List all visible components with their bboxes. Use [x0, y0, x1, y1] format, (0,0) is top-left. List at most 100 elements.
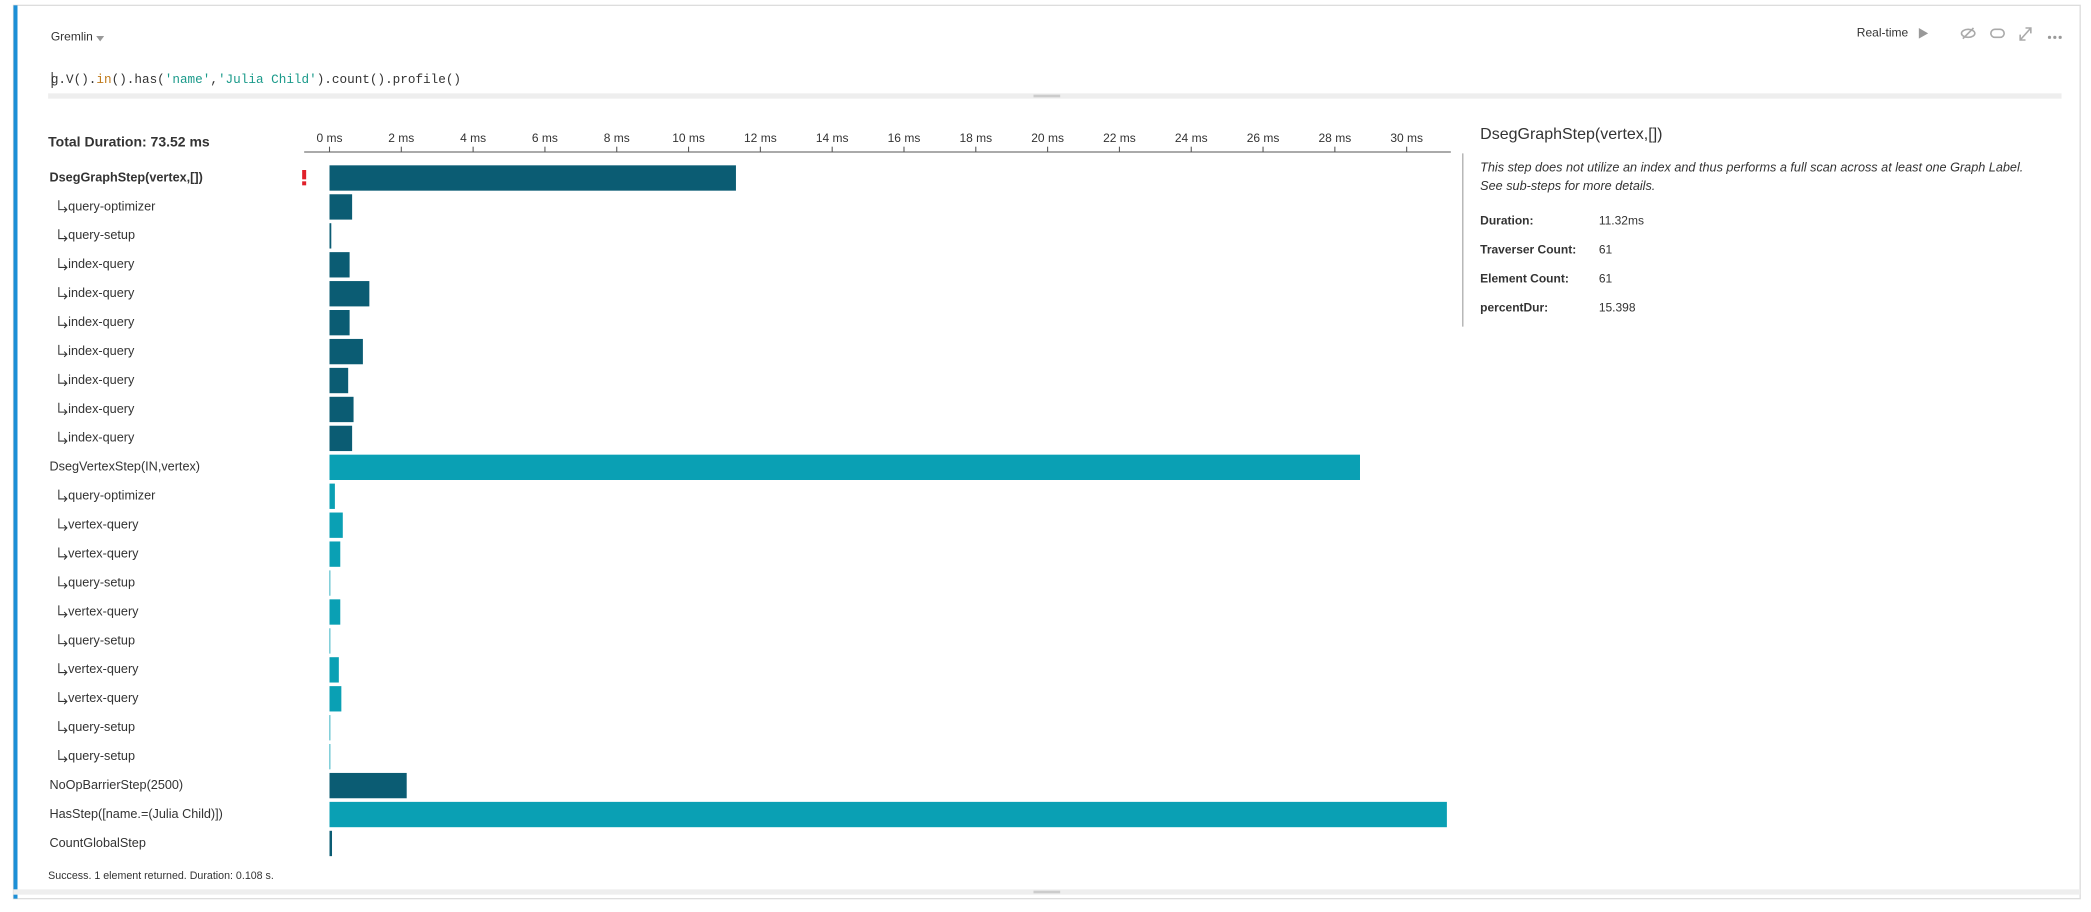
status-message: Success. 1 element returned. Duration: 0…: [48, 870, 274, 882]
field-label: Duration:: [1480, 214, 1533, 228]
step-label: query-optimizer: [68, 199, 155, 213]
child-arrow: [58, 692, 68, 705]
x-tick-label: 4 ms: [460, 131, 486, 145]
x-tick-label: 28 ms: [1319, 131, 1352, 145]
code-token: ,: [210, 72, 218, 87]
child-arrow: [58, 344, 68, 358]
details-description: See sub-steps for more details.: [1480, 179, 1655, 193]
child-arrow: [58, 373, 68, 387]
child-arrow: [58, 489, 68, 502]
realtime-toggle[interactable]: Real-time: [1857, 26, 1909, 40]
duration-bar: [329, 628, 331, 654]
warning-icon: [302, 170, 307, 180]
step-label: query-setup: [68, 749, 135, 763]
language-selector[interactable]: Gremlin: [51, 30, 93, 44]
cell-frame: [12, 4, 2081, 900]
code-token: 'Julia Child': [218, 72, 317, 87]
step-label: CountGlobalStep: [50, 836, 146, 850]
duration-bar: [329, 223, 332, 249]
step-label: index-query: [68, 402, 135, 416]
x-tick-label: 24 ms: [1175, 131, 1208, 145]
step-label: NoOpBarrierStep(2500): [50, 778, 184, 792]
toggle-icon[interactable]: [1990, 28, 2005, 39]
field-label: percentDur:: [1480, 300, 1548, 314]
x-tick-label: 20 ms: [1031, 131, 1064, 145]
x-tick-label: 12 ms: [744, 131, 777, 145]
child-arrow: [58, 547, 68, 560]
duration-bar: [329, 570, 331, 596]
duration-bar: [329, 715, 331, 741]
step-label: DsegGraphStep(vertex,[]): [50, 170, 203, 184]
step-label: query-setup: [68, 720, 135, 734]
step-label: vertex-query: [68, 691, 139, 705]
run-icon[interactable]: [1918, 28, 1929, 39]
expand-icon[interactable]: [2019, 27, 2032, 41]
step-label: query-optimizer: [68, 489, 155, 503]
x-tick-label: 16 ms: [888, 131, 921, 145]
step-label: vertex-query: [68, 604, 139, 618]
child-arrow: [58, 750, 68, 763]
child-arrow: [58, 605, 68, 618]
duration-bar: [329, 165, 736, 191]
child-arrow: [58, 200, 68, 213]
more-icon[interactable]: [2047, 35, 2062, 39]
duration-bar: [329, 425, 353, 452]
dropdown-caret[interactable]: [96, 36, 105, 42]
child-arrow: [58, 576, 68, 589]
step-label: DsegVertexStep(IN,vertex): [50, 460, 201, 474]
code-token: in: [96, 72, 111, 87]
duration-bar: [329, 281, 370, 307]
step-label: index-query: [68, 431, 135, 445]
query-editor[interactable]: g.V().in().has('name','Julia Child').cou…: [51, 72, 461, 87]
duration-bar: [329, 367, 349, 394]
duration-bar: [329, 512, 343, 538]
duration-bar: [329, 686, 342, 712]
duration-bar: [329, 338, 363, 365]
warning-icon-dot: [302, 181, 307, 186]
field-label: Traverser Count:: [1480, 242, 1576, 256]
step-label: index-query: [68, 257, 135, 271]
duration-bar: [329, 252, 350, 278]
code-token: g.V().: [51, 72, 97, 87]
child-arrow: [58, 316, 68, 329]
resize-handle[interactable]: [1033, 94, 1061, 98]
field-label: Element Count:: [1480, 271, 1569, 285]
x-tick-label: 30 ms: [1390, 131, 1423, 145]
x-tick-label: 22 ms: [1103, 131, 1136, 145]
step-label: index-query: [68, 286, 135, 300]
duration-bar: [329, 454, 1360, 480]
child-arrow: [58, 402, 68, 416]
child-arrow: [58, 518, 68, 531]
child-arrow: [58, 663, 68, 676]
step-label: index-query: [68, 344, 135, 358]
duration-bar: [329, 744, 331, 770]
x-tick-label: 14 ms: [816, 131, 849, 145]
step-label: vertex-query: [68, 518, 139, 532]
x-tick-label: 0 ms: [316, 131, 342, 145]
duration-bar: [329, 310, 350, 336]
x-tick-label: 18 ms: [959, 131, 992, 145]
code-token: 'name': [165, 72, 211, 87]
cell-focus-bar: [13, 5, 18, 899]
step-label: vertex-query: [68, 662, 139, 676]
duration-bar: [329, 801, 1447, 828]
step-label: HasStep([name.=(Julia Child)]): [50, 807, 223, 821]
code-token: ).count().profile(): [317, 72, 461, 87]
details-description: This step does not utilize an index and …: [1480, 160, 2023, 174]
duration-bar: [329, 830, 333, 857]
hide-icon[interactable]: [1960, 28, 1976, 39]
step-label: query-setup: [68, 575, 135, 589]
x-tick-label: 26 ms: [1247, 131, 1280, 145]
field-value: 11.32ms: [1599, 214, 1644, 228]
step-label: index-query: [68, 315, 135, 329]
child-arrow: [58, 287, 68, 300]
code-token: ().has(: [112, 72, 165, 87]
x-tick-label: 6 ms: [532, 131, 558, 145]
resize-handle[interactable]: [1033, 890, 1061, 894]
child-arrow: [58, 634, 68, 647]
duration-bar: [329, 483, 335, 509]
duration-bar: [329, 194, 353, 220]
x-tick-label: 10 ms: [672, 131, 705, 145]
